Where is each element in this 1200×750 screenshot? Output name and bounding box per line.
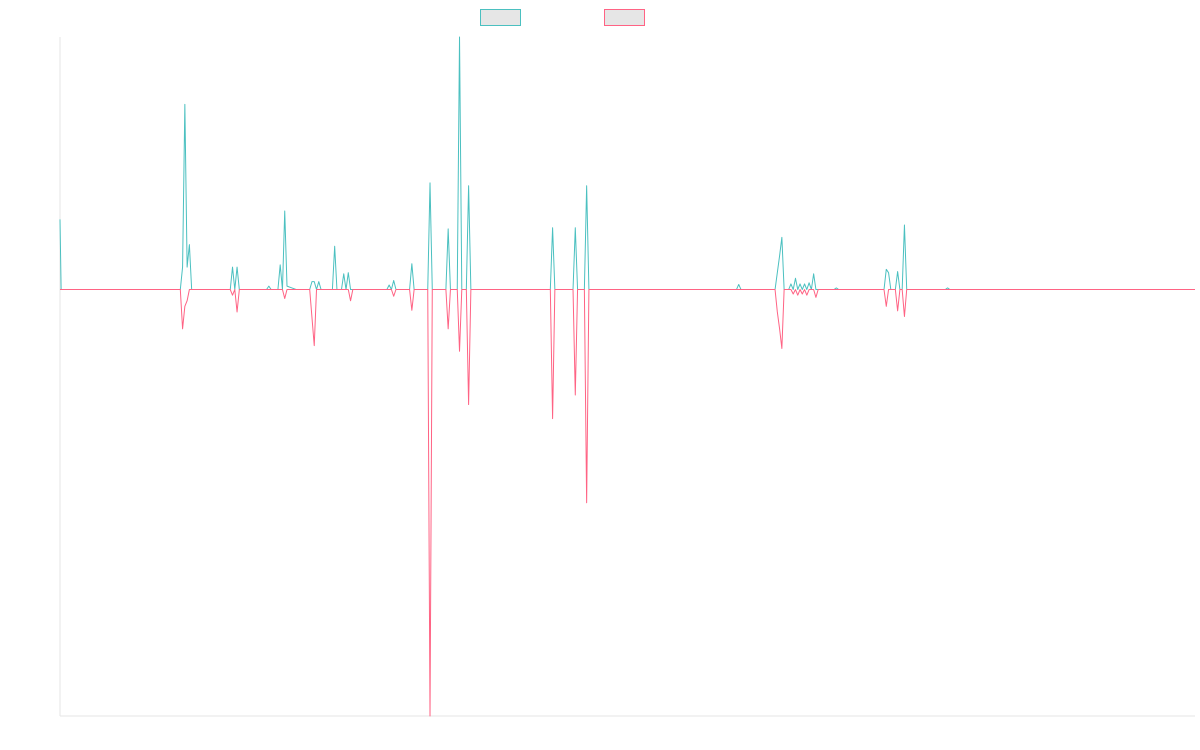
legend[interactable]	[480, 9, 645, 26]
series-line-1	[59, 36, 1195, 291]
legend-swatch	[604, 9, 645, 26]
series-line-2	[60, 289, 1195, 717]
axes	[59, 37, 1195, 717]
legend-item-2[interactable]	[604, 9, 645, 26]
legend-item-1[interactable]	[480, 9, 521, 26]
series-layer	[59, 36, 1195, 717]
legend-swatch	[480, 9, 521, 26]
